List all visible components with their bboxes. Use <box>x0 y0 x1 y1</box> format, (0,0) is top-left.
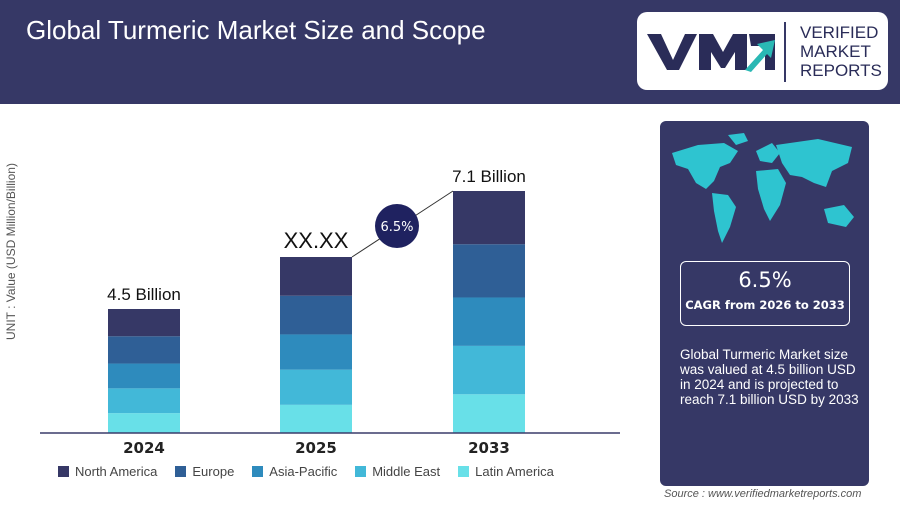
world-map-icon <box>672 133 854 243</box>
bar-data-label: XX.XX <box>284 228 349 253</box>
bar-segment-asia-pacific <box>108 363 180 389</box>
summary-panel: 6.5% CAGR from 2026 to 2033 Global Turme… <box>660 121 869 486</box>
logo-divider <box>784 22 786 82</box>
market-description: Global Turmeric Market size was valued a… <box>680 347 859 407</box>
legend-swatch <box>355 466 367 477</box>
bar-segment-europe <box>108 336 180 364</box>
bar-segment-europe <box>453 244 525 298</box>
x-tick-label: 2024 <box>123 439 165 457</box>
bar-segment-europe <box>280 295 352 335</box>
page-title: Global Turmeric Market Size and Scope <box>26 15 486 45</box>
legend-swatch <box>175 466 187 477</box>
bar-segment-middle-east <box>453 345 525 395</box>
cagr-label: CAGR from 2026 to 2033 <box>685 298 845 312</box>
legend: North America Europe Asia-Pacific Middle Ea… <box>58 464 554 479</box>
legend-item: North America <box>58 464 157 479</box>
x-tick-label: 2025 <box>295 439 337 457</box>
bar-segment-north-america <box>108 309 180 337</box>
stacked-bar-chart: 4.5 Billion 2024 XX.XX 2025 7.1 Billion 2033 6… <box>40 167 620 457</box>
bar-segment-asia-pacific <box>280 334 352 370</box>
legend-label: Latin America <box>475 464 554 479</box>
bar-segment-middle-east <box>108 388 180 414</box>
cagr-value: 6.5% <box>738 268 792 292</box>
legend-swatch <box>252 466 264 477</box>
vmr-logo-icon <box>647 34 775 72</box>
bar-data-label: 4.5 Billion <box>107 285 181 304</box>
legend-item: Asia-Pacific <box>252 464 337 479</box>
cagr-bubble <box>375 204 419 248</box>
bar-segment-north-america <box>453 191 525 245</box>
legend-item: Latin America <box>458 464 554 479</box>
legend-item: Middle East <box>355 464 440 479</box>
bar-segment-middle-east <box>280 369 352 405</box>
bar-segment-latin-america <box>453 394 525 433</box>
legend-label: Europe <box>192 464 235 479</box>
bar-segment-asia-pacific <box>453 297 525 346</box>
source-text: Source : www.verifiedmarketreports.com <box>664 488 862 500</box>
logo-text: VERIFIED MARKET REPORTS <box>800 23 882 80</box>
legend-swatch <box>58 466 69 477</box>
cagr-box: 6.5% CAGR from 2026 to 2033 <box>680 261 850 326</box>
bar-segment-latin-america <box>280 404 352 433</box>
legend-label: Asia-Pacific <box>269 464 338 479</box>
legend-item: Europe <box>175 464 234 479</box>
x-tick-label: 2033 <box>468 439 510 457</box>
cagr-bubble-label: 6.5% <box>380 220 413 235</box>
legend-label: Middle East <box>372 464 441 479</box>
bar-segment-north-america <box>280 257 352 296</box>
bar-data-label: 7.1 Billion <box>452 167 526 186</box>
header: Global Turmeric Market Size and Scope VE… <box>0 0 900 104</box>
logo: VERIFIED MARKET REPORTS <box>637 12 888 90</box>
legend-swatch <box>458 466 470 477</box>
bar-segment-latin-america <box>108 413 180 433</box>
legend-label: North America <box>75 464 158 479</box>
